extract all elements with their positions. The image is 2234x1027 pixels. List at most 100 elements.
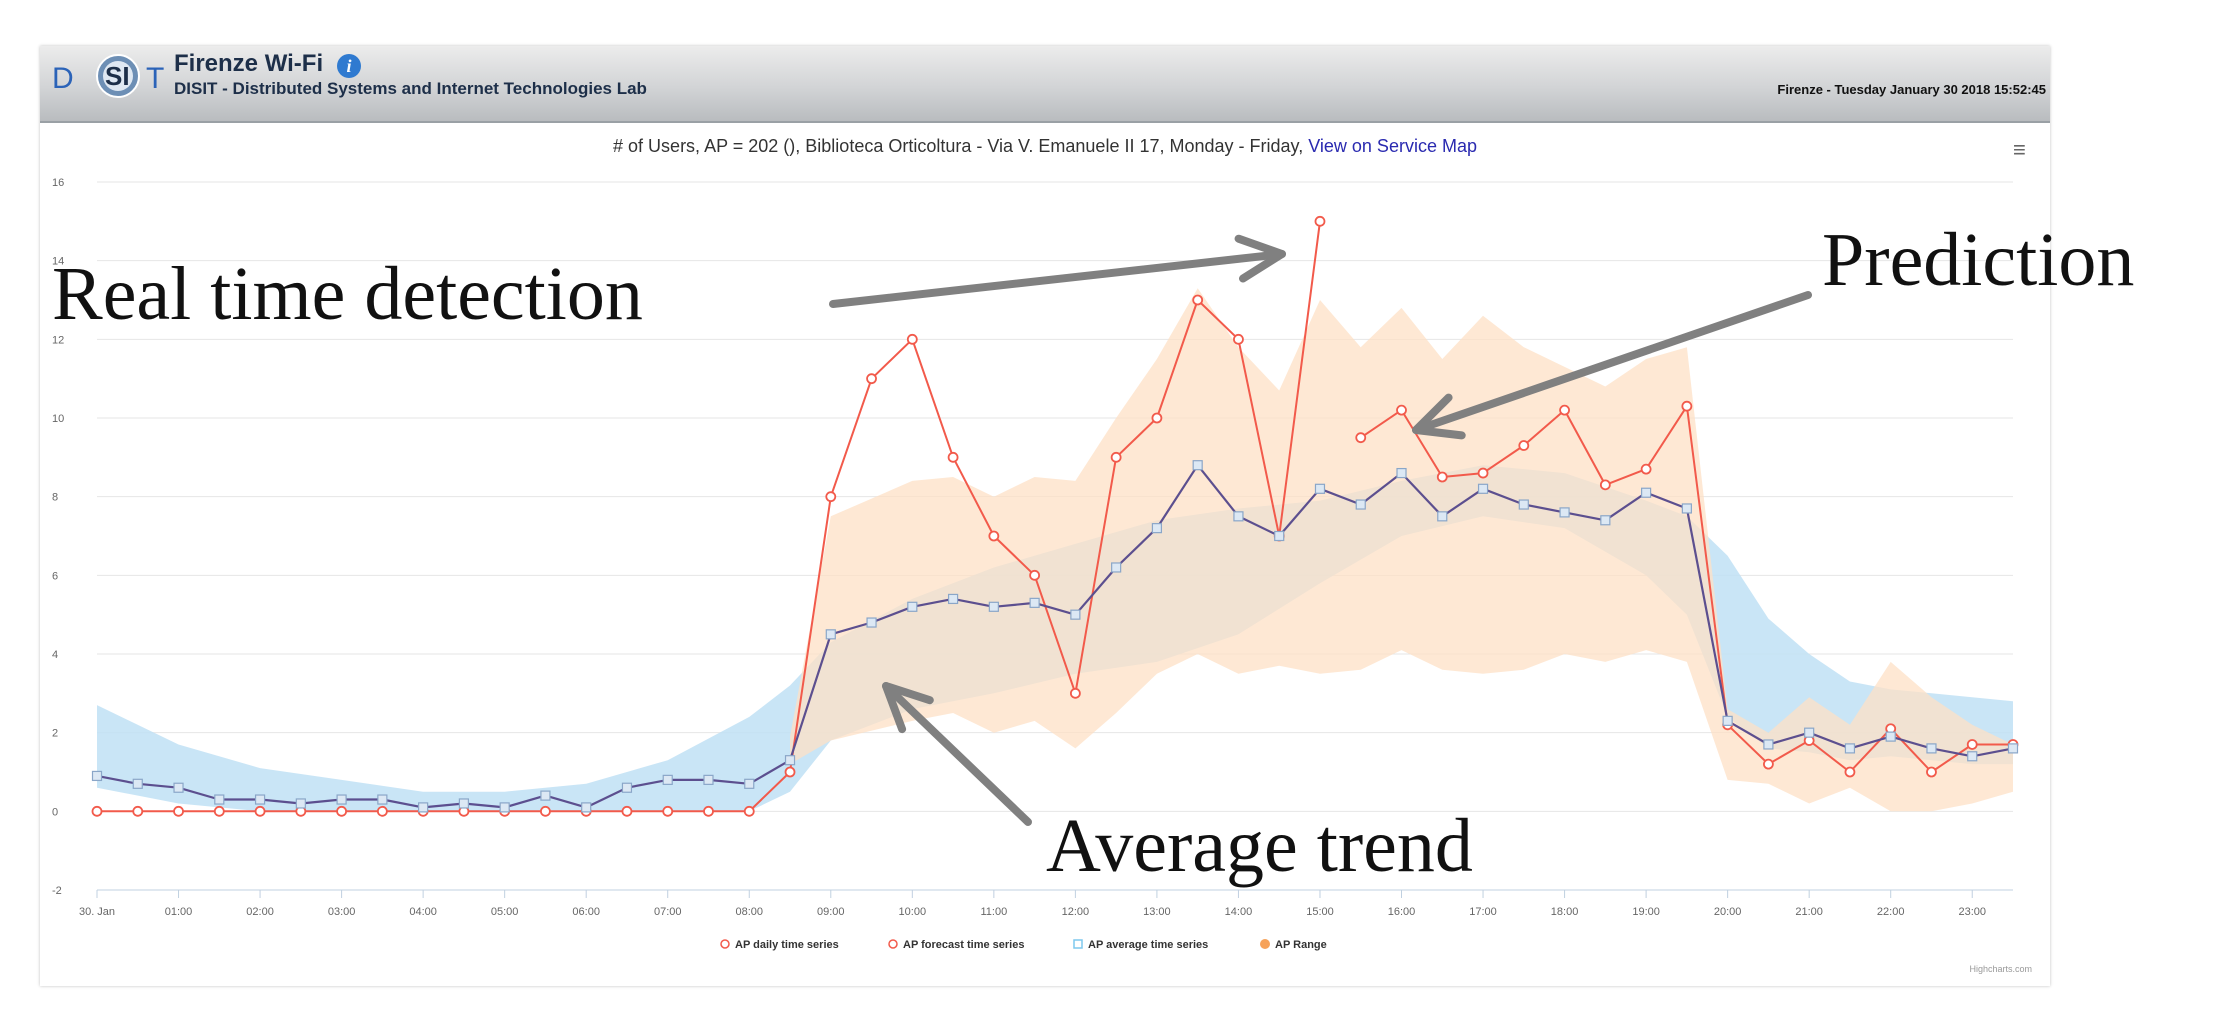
x-tick-label: 18:00 [1551,906,1579,918]
x-tick-label: 03:00 [328,906,356,918]
highcharts-credit[interactable]: Highcharts.com [1969,964,2032,974]
forecast-point [1763,758,1774,770]
average-point [866,617,877,628]
average-point [1477,483,1489,494]
average-point [295,798,306,809]
average-point [1355,499,1366,510]
daily-point [743,805,755,817]
annotation-average-trend: Average trend [1046,804,1473,888]
forecast-point [1640,463,1652,475]
average-point [1437,511,1448,522]
daily-point [336,805,347,817]
average-point [1967,751,1978,762]
prediction-arrow-shaft [1412,291,1812,434]
legend-symbol-square [1073,939,1083,949]
legend-symbol-circle [720,939,730,949]
daily-point [376,805,388,817]
daily-point [866,373,877,385]
y-tick-label: 6 [52,570,58,582]
chart-title-text: # of Users, AP = 202 (), Biblioteca Orti… [613,136,1304,156]
x-tick-label: 02:00 [246,906,274,918]
svg-text:T: T [146,62,164,95]
average-point [91,770,103,782]
y-tick-label: 14 [52,256,64,268]
x-tick-label: 15:00 [1306,906,1334,918]
legend-symbol-dot [1260,939,1270,949]
y-tick-label: 12 [52,334,64,346]
app-header: D SI T Firenze Wi-Fi i DISIT - Distribut… [40,46,2050,123]
forecast-point [1966,739,1978,750]
forecast-point [1599,479,1611,491]
chart-title: # of Users, AP = 202 (), Biblioteca Orti… [40,136,2050,157]
x-tick-label: 09:00 [817,906,845,918]
x-tick-label: 06:00 [572,906,600,918]
y-tick-label: 16 [52,177,64,189]
average-point [173,782,184,793]
disit-logo[interactable]: D SI T [48,52,198,114]
average-point [1926,743,1937,754]
chart-legend: AP daily time series AP forecast time ser… [720,939,1327,951]
average-point [581,802,592,813]
prediction-arrow-head [1412,393,1466,440]
app-title: Firenze Wi-Fi [174,50,324,77]
x-tick-label: 22:00 [1877,906,1905,918]
forecast-point [1477,467,1489,479]
x-tick-label: 23:00 [1958,906,1986,918]
daily-point [1151,412,1163,424]
legend-item-label[interactable]: AP average time series [1088,939,1208,951]
average-point [703,774,714,785]
daily-point [662,805,674,817]
x-tick-label: 07:00 [654,906,682,918]
average-point [1314,483,1326,494]
average-point [418,802,429,813]
daily-point [1192,294,1204,306]
legend-item-label[interactable]: AP forecast time series [903,939,1024,951]
forecast-point [1681,400,1693,412]
average-point [1763,739,1774,750]
average-point [2007,743,2019,754]
hamburger-menu-icon[interactable]: ≡ [2013,137,2026,162]
real-time-arrow-shaft [829,250,1286,308]
average-point [662,774,673,785]
annotation-real-time-detection: Real time detection [52,252,643,336]
legend-item-label[interactable]: AP daily time series [735,939,839,951]
daily-point [132,805,144,817]
y-tick-label: 10 [52,413,64,425]
forecast-point [1559,404,1570,416]
average-point [1274,530,1285,542]
average-point [1681,503,1692,514]
average-point [336,794,347,805]
average-point [1518,499,1529,510]
daily-point [784,766,796,778]
legend-item-label[interactable]: AP Range [1275,939,1327,951]
daily-point [1069,687,1081,699]
forecast-point [1355,432,1367,444]
real-time-arrow-head [1234,234,1286,283]
average-point [1192,460,1203,471]
annotation-arrows [829,234,1812,826]
y-tick-label: 4 [52,649,58,661]
daily-point [1314,215,1326,227]
average-point [988,601,999,612]
x-tick-label: 17:00 [1469,906,1497,918]
daily-point [213,805,225,817]
forecast-point [1518,440,1530,451]
average-point [744,778,755,789]
average-point [947,593,959,605]
app-window: D SI T Firenze Wi-Fi i DISIT - Distribut… [40,46,2050,986]
forecast-point [1396,404,1407,416]
y-tick-label: -2 [52,885,62,897]
chart-bands [97,288,2013,812]
y-tick-label: 0 [52,806,58,818]
x-tick-label: 16:00 [1388,906,1416,918]
chart-axes: -2 0 2 4 6 8 10 12 14 16 30. Jan 01:00 02:00 03:00 04:… [52,177,2013,918]
service-map-link[interactable]: View on Service Map [1308,136,1477,156]
x-tick-label: 14:00 [1225,906,1253,918]
info-icon[interactable]: i [337,54,361,78]
average-point [1600,515,1611,526]
average-point [1396,467,1407,479]
average-point [540,790,551,801]
daily-point [173,805,184,817]
forecast-point [1844,766,1856,778]
